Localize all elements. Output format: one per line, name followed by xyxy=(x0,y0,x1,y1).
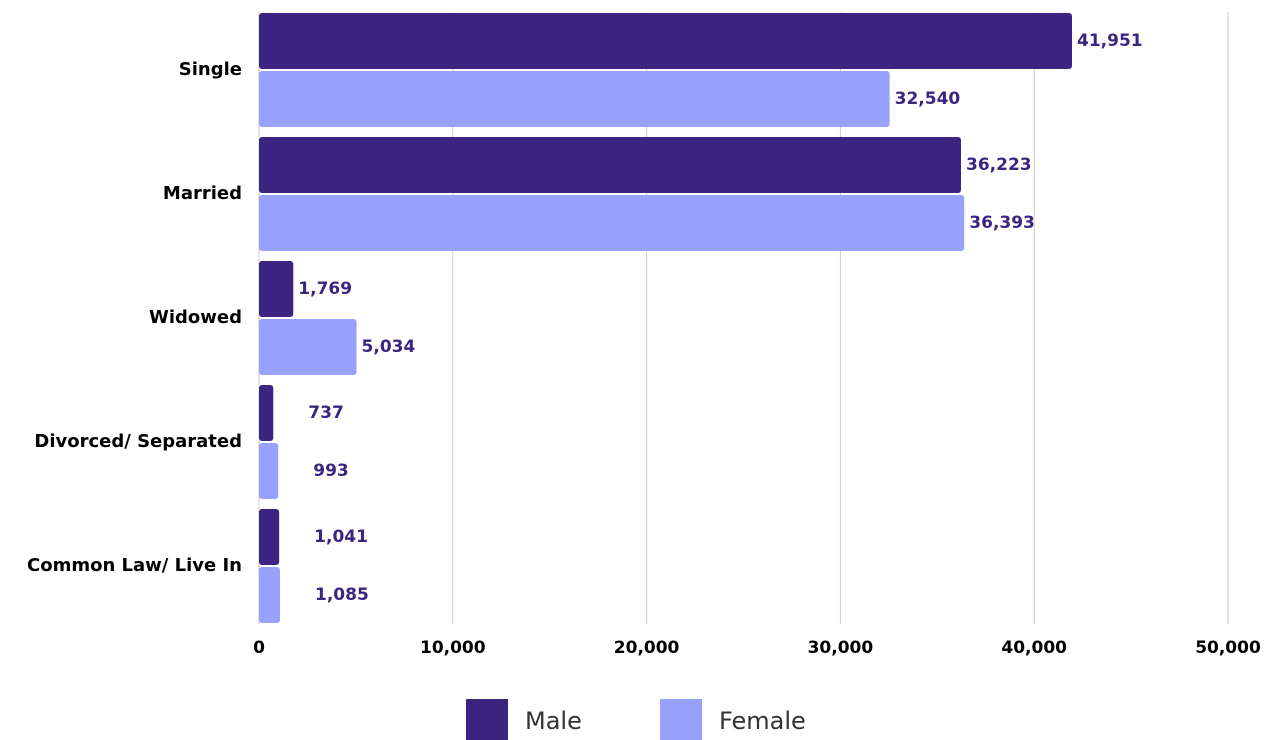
x-tick-label: 30,000 xyxy=(808,638,874,658)
bar xyxy=(259,319,357,375)
x-tick-label: 20,000 xyxy=(614,638,680,658)
value-label: 993 xyxy=(313,461,349,481)
x-tick-label: 50,000 xyxy=(1195,638,1261,658)
value-label: 32,540 xyxy=(895,89,961,109)
value-label: 1,769 xyxy=(298,279,352,299)
x-tick-label: 40,000 xyxy=(1001,638,1067,658)
bar xyxy=(259,261,294,317)
x-tick-label: 10,000 xyxy=(420,638,486,658)
legend-swatch xyxy=(466,699,508,740)
legend-label: Male xyxy=(525,707,582,735)
bar xyxy=(259,443,279,499)
bar xyxy=(259,71,890,127)
bar xyxy=(259,13,1073,69)
bar xyxy=(259,567,281,623)
category-label: Common Law/ Live In xyxy=(27,555,242,576)
value-label: 5,034 xyxy=(362,337,416,357)
value-label: 36,223 xyxy=(966,155,1032,175)
value-label: 1,085 xyxy=(315,585,369,605)
category-label: Widowed xyxy=(149,307,242,328)
category-label: Divorced/ Separated xyxy=(34,431,242,452)
value-label: 737 xyxy=(308,403,344,423)
x-tick-label: 0 xyxy=(253,638,265,658)
category-label: Single xyxy=(179,59,242,80)
bar xyxy=(259,137,962,193)
bar xyxy=(259,509,280,565)
value-label: 1,041 xyxy=(314,527,368,547)
category-label: Married xyxy=(163,183,242,204)
value-label: 36,393 xyxy=(969,213,1035,233)
value-label: 41,951 xyxy=(1077,31,1143,51)
legend-label: Female xyxy=(719,707,806,735)
legend-swatch xyxy=(660,699,702,740)
bar xyxy=(259,195,965,251)
bar xyxy=(259,385,274,441)
